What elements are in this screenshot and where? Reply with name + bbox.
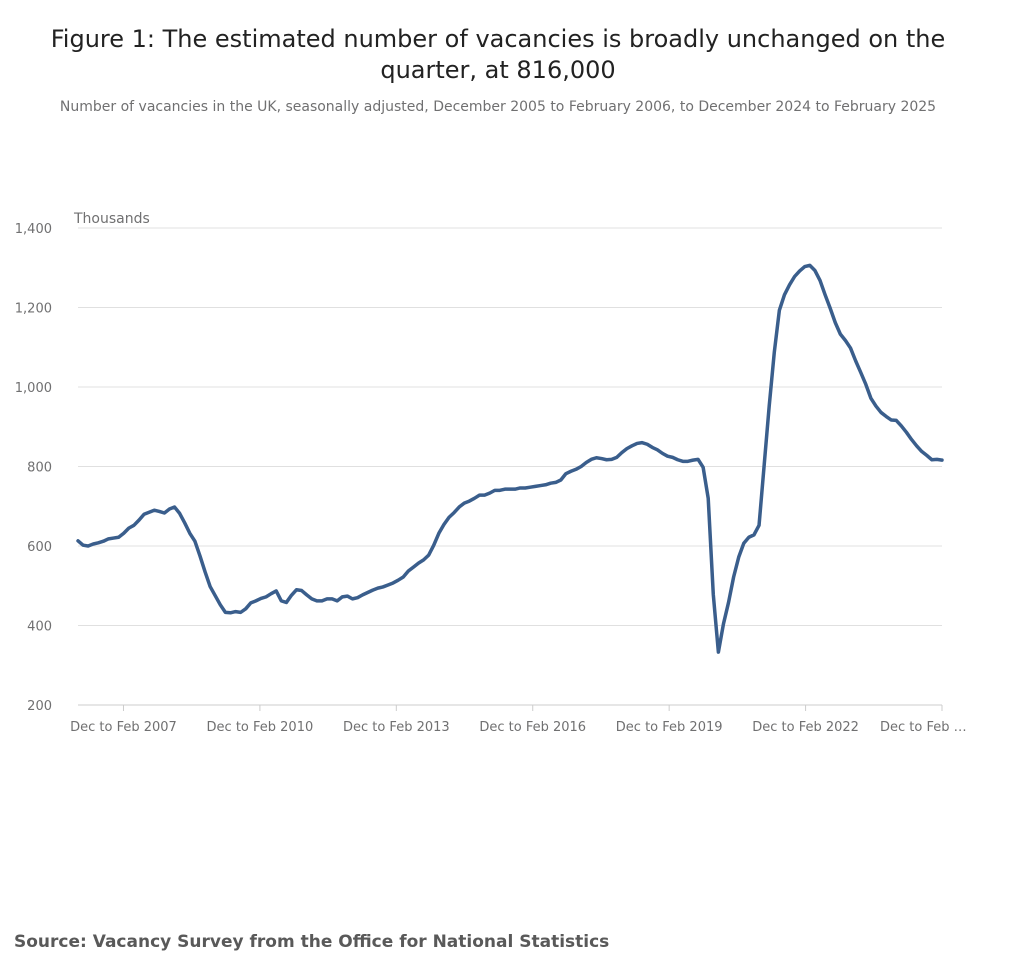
- x-tick-label: Dec to Feb 2019: [616, 720, 723, 735]
- x-tick-label: Dec to Feb 2010: [207, 720, 314, 735]
- chart-subtitle: Number of vacancies in the UK, seasonall…: [59, 99, 937, 115]
- x-tick-label: Dec to Feb …: [880, 720, 967, 735]
- chart-title: Figure 1: The estimated number of vacanc…: [50, 25, 946, 84]
- y-tick-label: 200: [27, 699, 52, 714]
- y-tick-label: 800: [27, 461, 52, 476]
- vacancies-series-line: [76, 263, 944, 654]
- y-axis-unit-label: Thousands: [73, 211, 150, 227]
- x-tick-label: Dec to Feb 2007: [70, 720, 177, 735]
- x-tick-label: Dec to Feb 2016: [479, 720, 586, 735]
- y-tick-label: 1,000: [15, 381, 52, 396]
- x-tick-label: Dec to Feb 2013: [343, 720, 450, 735]
- line-chart: 200 400 600 800 1,000 1,200 1,400 Dec to Feb 2…: [15, 211, 967, 735]
- x-tick-label: Dec to Feb 2022: [752, 720, 859, 735]
- source-note: Source: Vacancy Survey from the Office f…: [14, 932, 610, 952]
- y-tick-label: 400: [27, 620, 52, 635]
- y-tick-label: 600: [27, 540, 52, 555]
- y-tick-label: 1,200: [15, 302, 52, 317]
- y-tick-label: 1,400: [15, 222, 52, 237]
